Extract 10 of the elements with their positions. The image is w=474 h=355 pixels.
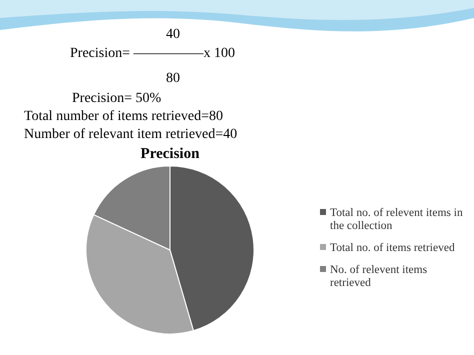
text: Precision= —————x 100 <box>70 46 235 61</box>
legend-label: Total no. of items retrieved <box>330 242 455 254</box>
legend-label: No. of relevent items retrieved <box>330 264 428 289</box>
legend-label: Total no. of relevent items in the collection <box>330 207 463 232</box>
text: Precision= 50% <box>72 91 162 106</box>
text: Total number of items retrieved=80 <box>24 109 223 124</box>
text: 40 <box>166 27 180 42</box>
chart-title: Precision <box>140 146 200 162</box>
text: 80 <box>166 71 180 86</box>
text: Number of relevant item retrieved=40 <box>24 127 238 142</box>
